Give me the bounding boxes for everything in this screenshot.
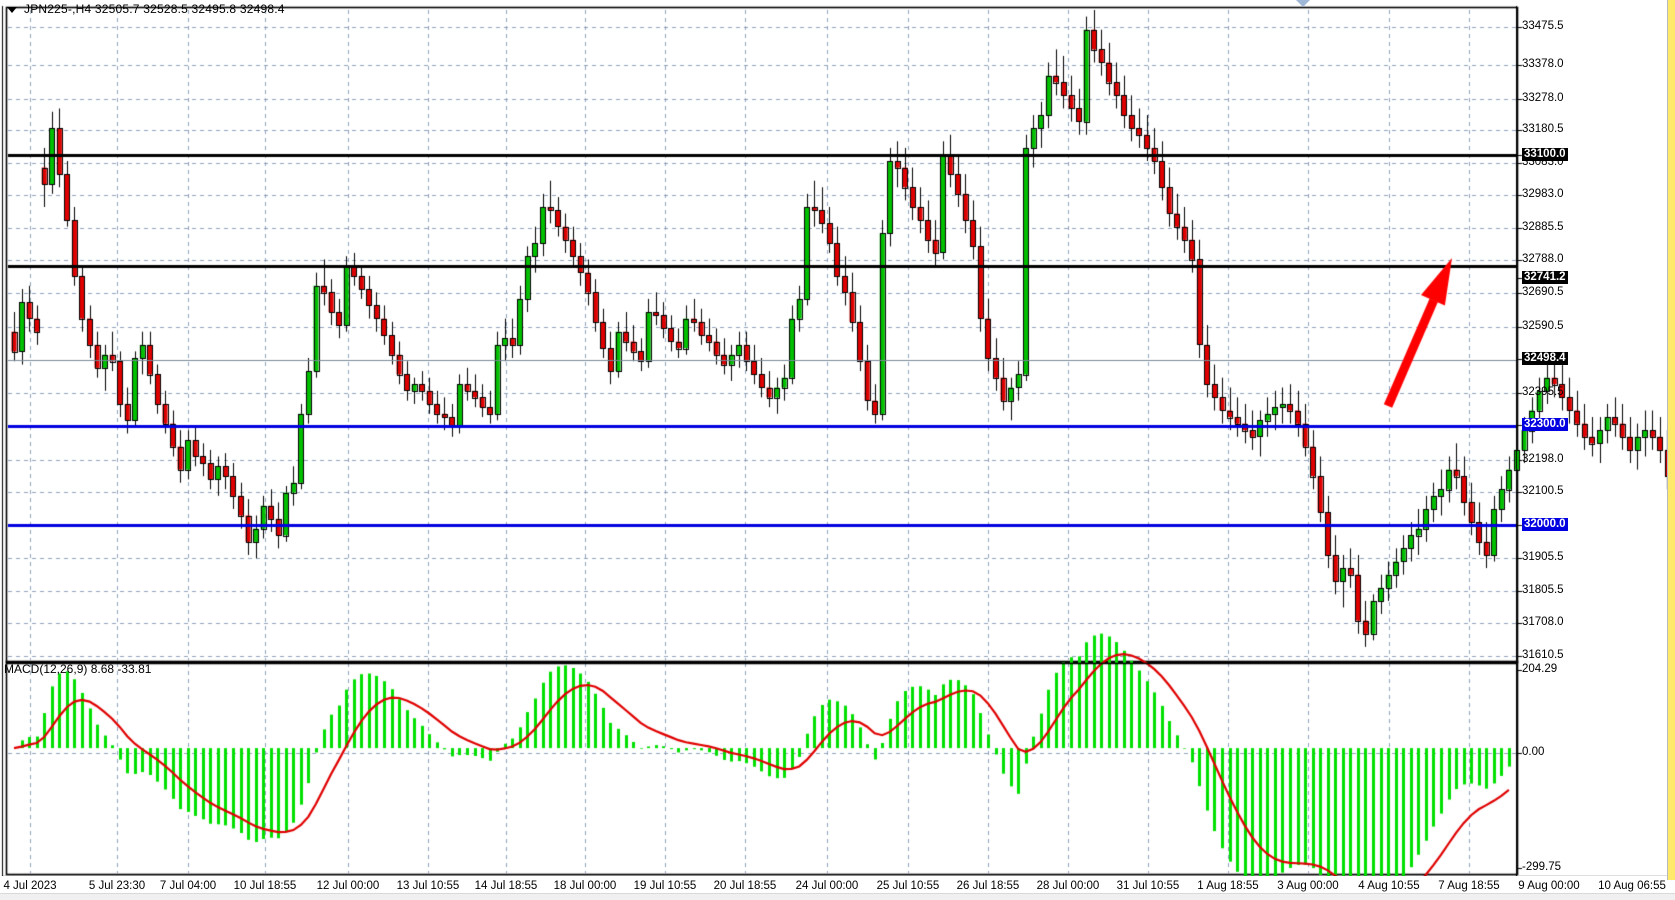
window-bottom-strip <box>0 893 1675 900</box>
price-axis-label: 32300.0 <box>1522 418 1568 431</box>
triangle-down-icon[interactable] <box>7 7 17 13</box>
time-axis-label: 24 Jul 00:00 <box>795 880 859 892</box>
price-axis-label: 32788.0 <box>1522 253 1564 265</box>
price-axis-label: 33378.0 <box>1522 58 1564 70</box>
time-axis-label: 20 Jul 18:55 <box>713 880 777 892</box>
macd-axis-label: -299.75 <box>1522 861 1562 873</box>
time-axis-label: 4 Aug 10:55 <box>1358 880 1420 892</box>
window-right-strip <box>1667 0 1675 880</box>
time-axis-label: 13 Jul 10:55 <box>396 880 460 892</box>
price-axis-label: 31905.5 <box>1522 551 1564 563</box>
time-axis-label: 26 Jul 18:55 <box>956 880 1020 892</box>
price-axis-label: 31708.0 <box>1522 616 1564 628</box>
price-axis-label: 32885.5 <box>1522 221 1564 233</box>
price-axis-label: 32741.2 <box>1522 271 1568 284</box>
time-axis-label: 10 Aug 06:55 <box>1598 880 1666 892</box>
time-axis-label: 7 Jul 04:00 <box>159 880 217 892</box>
time-axis-label: 28 Jul 00:00 <box>1036 880 1100 892</box>
time-axis-label: 18 Jul 00:00 <box>553 880 617 892</box>
price-axis-label: 33475.5 <box>1522 20 1564 32</box>
time-axis-label: 4 Jul 2023 <box>3 880 57 892</box>
macd-axis-label: 204.29 <box>1522 663 1558 675</box>
time-axis-label: 5 Jul 23:30 <box>88 880 146 892</box>
time-axis-label: 31 Jul 10:55 <box>1116 880 1180 892</box>
price-axis-label: 32395.5 <box>1522 386 1564 398</box>
time-axis-label: 3 Aug 00:00 <box>1277 880 1339 892</box>
time-axis-label: 25 Jul 10:55 <box>876 880 940 892</box>
symbol-ohlc-header: JPN225-,H4 32505.7 32528.5 32495.8 32498… <box>24 2 285 16</box>
price-axis-label: 32983.0 <box>1522 188 1564 200</box>
price-axis-label: 32498.4 <box>1522 352 1568 365</box>
time-axis-label: 1 Aug 18:55 <box>1197 880 1259 892</box>
price-axis-label: 32198.0 <box>1522 453 1564 465</box>
price-axis-label: 32000.0 <box>1522 518 1568 531</box>
time-axis-label: 14 Jul 18:55 <box>474 880 538 892</box>
time-axis-label: 10 Jul 18:55 <box>233 880 297 892</box>
time-axis-label: 19 Jul 10:55 <box>633 880 697 892</box>
price-axis-label: 32100.5 <box>1522 485 1564 497</box>
price-axis-label: 32690.5 <box>1522 286 1564 298</box>
time-axis-label: 12 Jul 00:00 <box>316 880 380 892</box>
macd-axis-label: 0.00 <box>1522 746 1545 758</box>
price-axis-label: 33180.5 <box>1522 123 1564 135</box>
price-axis-label: 33100.0 <box>1522 148 1568 161</box>
time-axis-label: 9 Aug 00:00 <box>1518 880 1580 892</box>
price-axis-label: 32590.5 <box>1522 320 1564 332</box>
price-axis-label: 33083.0 <box>1522 156 1564 168</box>
price-axis-label: 31610.5 <box>1522 649 1564 661</box>
macd-indicator-label: MACD(12,26,9) 8.68 -33.81 <box>4 662 152 676</box>
price-axis-label: 33278.0 <box>1522 92 1564 104</box>
time-axis-label: 7 Aug 18:55 <box>1438 880 1500 892</box>
chart-scroll-marker-icon[interactable] <box>1296 0 1310 7</box>
price-axis-label: 31805.5 <box>1522 584 1564 596</box>
